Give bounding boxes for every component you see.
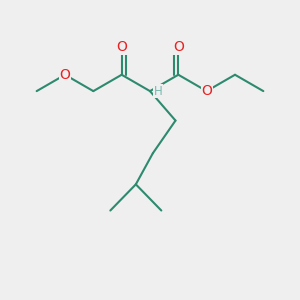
Text: O: O: [201, 84, 212, 98]
Text: O: O: [173, 40, 184, 54]
Text: O: O: [116, 40, 127, 54]
Text: H: H: [154, 85, 163, 98]
Text: O: O: [60, 68, 70, 82]
